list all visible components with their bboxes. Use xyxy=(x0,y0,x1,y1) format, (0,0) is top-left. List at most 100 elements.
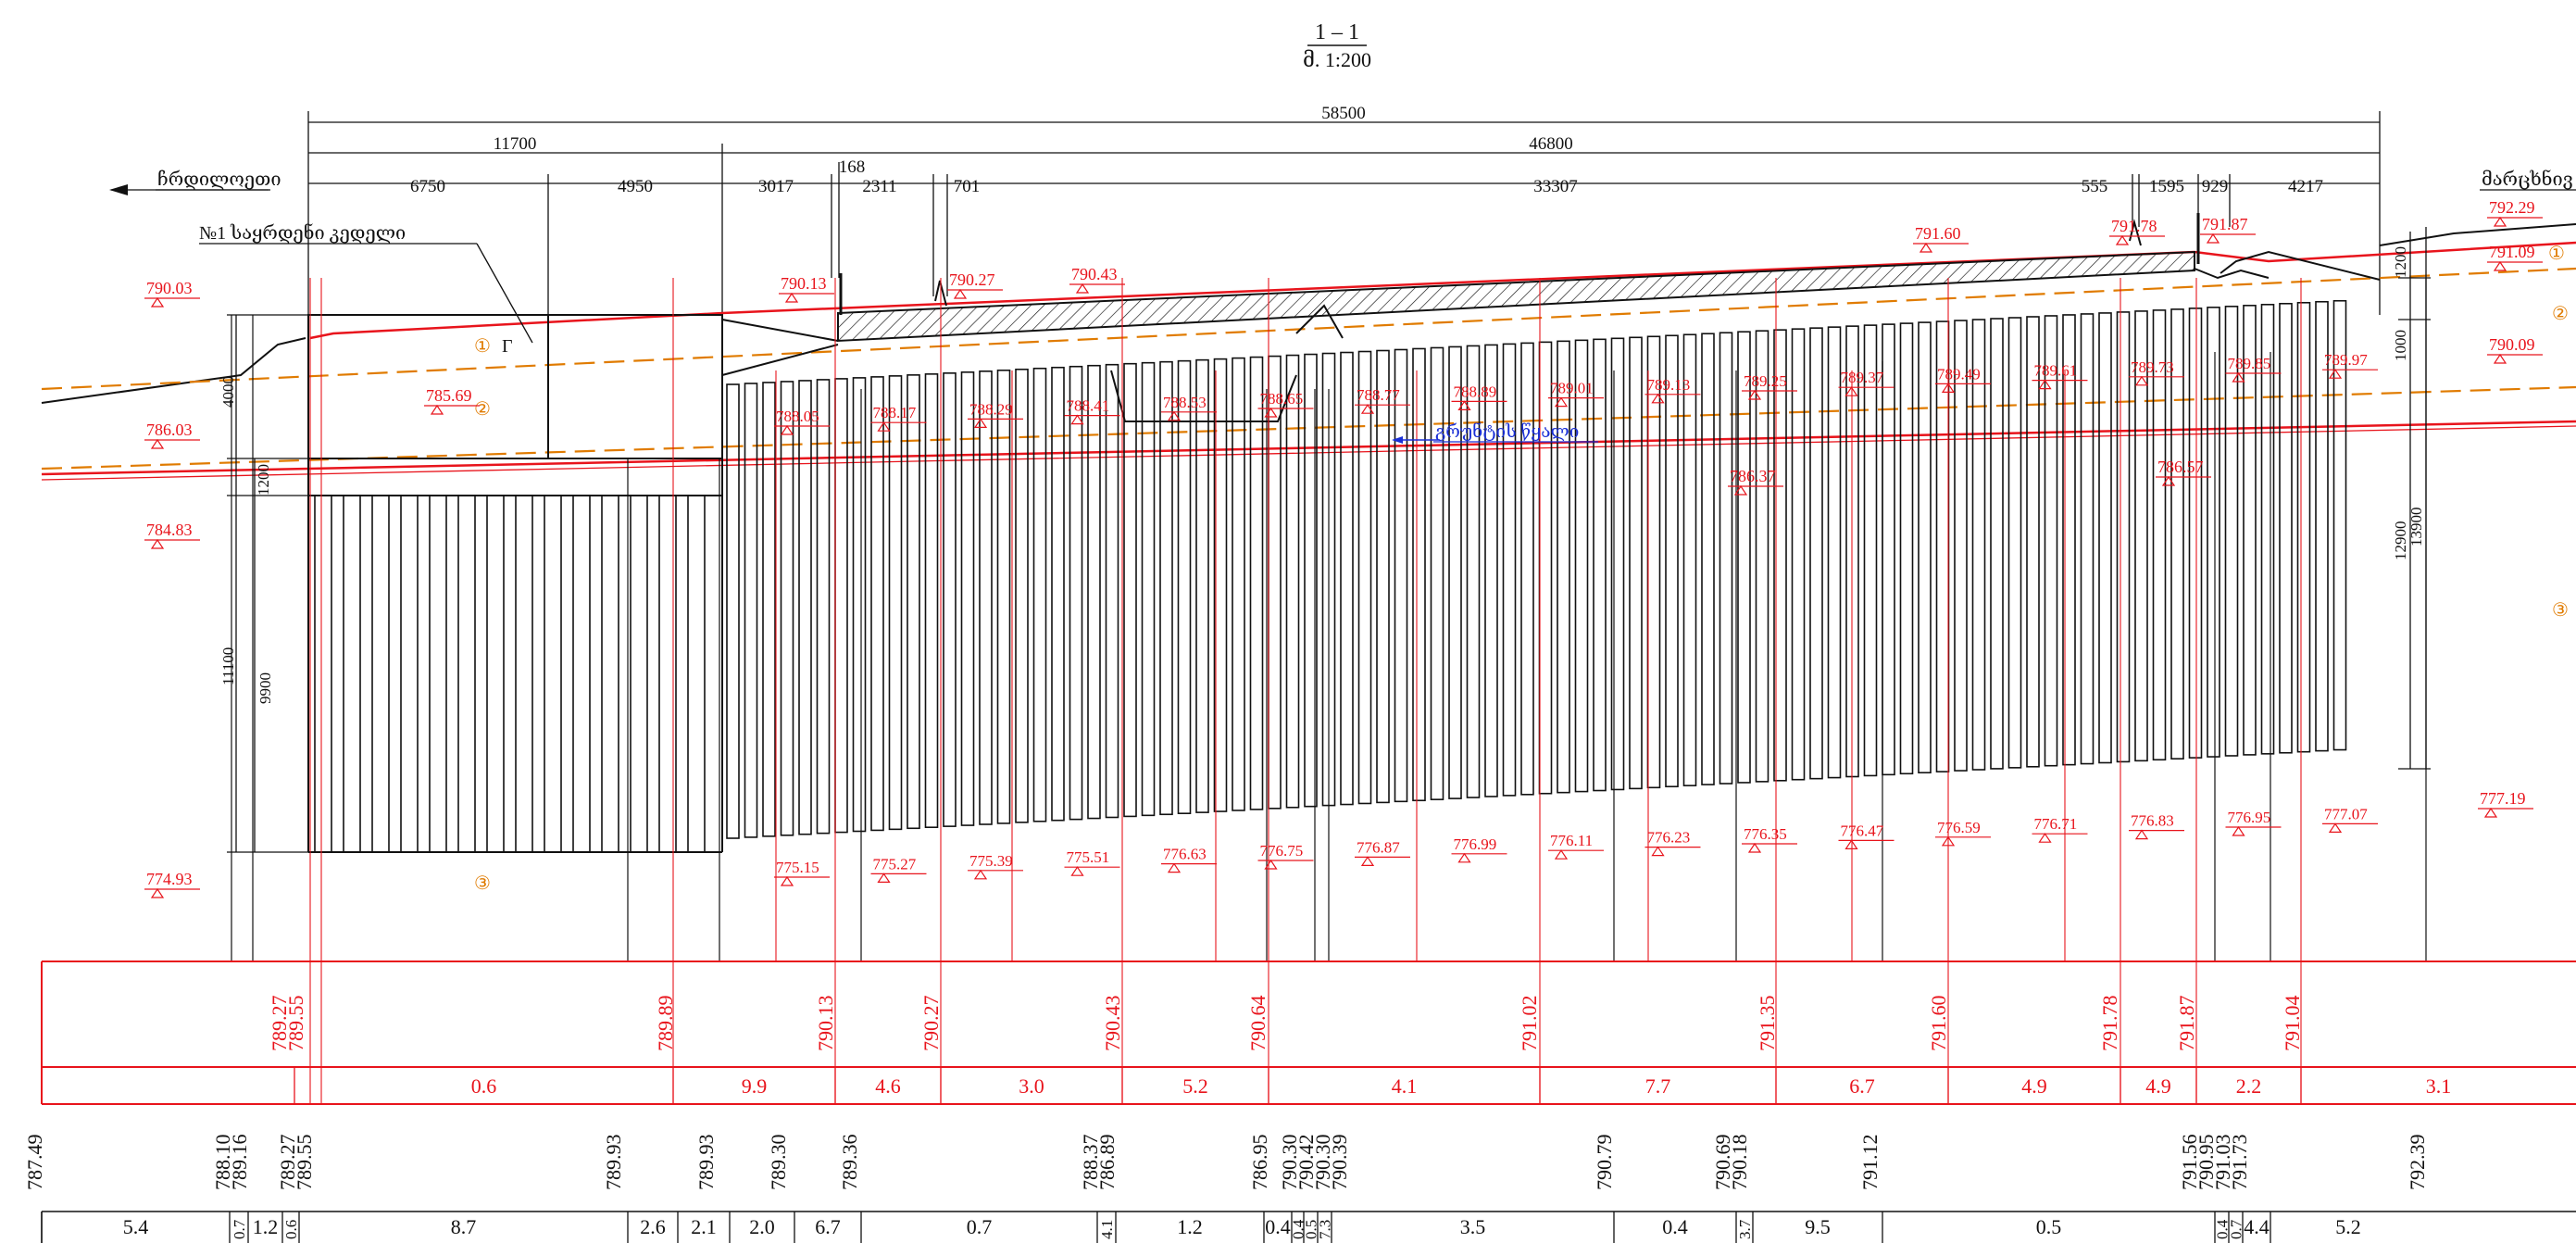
pile xyxy=(1340,351,1354,806)
design-distance: 4.1 xyxy=(1392,1074,1418,1098)
pile xyxy=(1971,319,1986,771)
pile-head-elevation: 788.05 xyxy=(776,408,819,425)
design-distance: 4.9 xyxy=(2145,1074,2171,1098)
pile-head-elevation: 789.61 xyxy=(2034,362,2078,380)
ground-distance: 2.0 xyxy=(749,1215,775,1238)
elevation-mark-icon xyxy=(877,421,891,432)
pile xyxy=(780,381,794,836)
elevation-mark-icon xyxy=(2232,371,2245,383)
ground-distance: 0.6 xyxy=(282,1220,300,1239)
pile xyxy=(343,495,361,853)
pile xyxy=(1682,333,1697,786)
arrow-left-icon xyxy=(109,184,128,195)
pile-head-elevation: 788.17 xyxy=(873,404,917,421)
ground-mark: 789.36 xyxy=(838,1135,861,1191)
elevation-mark-icon xyxy=(1747,842,1762,853)
ground-distance: 2.6 xyxy=(640,1215,666,1238)
pile xyxy=(1593,338,1607,792)
dim-seg: 3017 xyxy=(758,177,794,196)
pile xyxy=(1394,348,1408,803)
pile xyxy=(1105,363,1119,819)
surface-elevation: 790.03 xyxy=(146,279,193,297)
dim-seg: 4950 xyxy=(618,177,653,196)
pile xyxy=(1665,334,1679,788)
pile xyxy=(1376,349,1390,804)
surface-elevation: 791.78 xyxy=(2111,217,2157,235)
dimension-texts: 58500 11700 46800 6750 4950 3017 168 231… xyxy=(410,104,2323,196)
design-mark: 791.04 xyxy=(2281,996,2304,1052)
elevation-mark-icon xyxy=(1360,856,1375,867)
pile-tip-elevation: 776.59 xyxy=(1937,819,1981,836)
dim-seg: 4217 xyxy=(2288,177,2323,196)
elevation-mark-icon xyxy=(150,538,165,549)
dim-right-vertical: 1000 xyxy=(2392,330,2409,361)
design-distance: 0.6 xyxy=(471,1074,497,1098)
elevation-mark-icon xyxy=(1264,859,1278,870)
surface-elevation: 785.69 xyxy=(426,386,472,405)
pile-tip-elevation: 776.83 xyxy=(2131,812,2174,830)
pile xyxy=(996,369,1011,824)
pile xyxy=(2315,300,2329,752)
pile xyxy=(658,495,677,853)
pile xyxy=(1954,320,1968,772)
pile xyxy=(1755,330,1769,783)
pile xyxy=(1827,326,1842,779)
pile-tip-elevation: 775.51 xyxy=(1067,848,1110,866)
ground-distance: 0.7 xyxy=(231,1219,248,1239)
pile xyxy=(1791,328,1806,781)
elevation-mark-icon xyxy=(1844,386,1858,396)
dim-seg: 929 xyxy=(2202,177,2229,196)
drawing-title: 1 – 1 მ. 1:200 xyxy=(1303,20,1371,71)
ground-distance: 0.7 xyxy=(2228,1219,2245,1239)
pile xyxy=(1809,327,1823,780)
dim-seg: 6750 xyxy=(410,177,445,196)
ground-distance: 1.2 xyxy=(1177,1215,1203,1238)
elevation-mark-icon xyxy=(1457,400,1471,410)
pile xyxy=(1520,342,1534,796)
pile xyxy=(1015,368,1029,823)
elevation-mark-icon xyxy=(877,873,891,884)
design-distances-row: 0.6 9.9 4.6 3.0 5.2 4.1 7.7 6.7 4.9 4.9 2.2 3.1 xyxy=(294,1067,2451,1104)
ground-distance: 0.4 xyxy=(2214,1219,2232,1239)
pile-tip-elevation: 776.63 xyxy=(1163,846,1207,863)
elevation-mark-icon xyxy=(1167,410,1182,421)
pile xyxy=(1918,321,1932,774)
pile xyxy=(1285,354,1300,809)
direction-right: მარცხნივ xyxy=(2480,169,2576,191)
elevation-mark-icon xyxy=(2483,807,2498,818)
surface-elevation: 786.57 xyxy=(2157,458,2204,476)
elevation-mark-icon xyxy=(780,424,794,435)
ground-mark: 789.30 xyxy=(767,1135,790,1191)
ground-distance: 5.4 xyxy=(123,1215,149,1238)
ground-distance: 0.4 xyxy=(1662,1215,1688,1238)
pile-head-elevation: 788.77 xyxy=(1357,386,1400,404)
ground-distance: 0.5 xyxy=(1303,1220,1320,1239)
elevation-mark-icon xyxy=(780,875,794,886)
surface-elevation: 786.03 xyxy=(146,421,193,439)
dim-left-span: 11700 xyxy=(494,134,537,154)
ground-mark: 786.89 xyxy=(1095,1135,1119,1191)
elevation-mark-icon xyxy=(150,438,165,449)
ground-distance: 4.1 xyxy=(1098,1220,1116,1239)
pile xyxy=(2170,308,2184,760)
elevation-mark-icon xyxy=(2328,369,2343,379)
soil-type-marker: Г xyxy=(502,336,513,357)
design-distance: 3.1 xyxy=(2426,1074,2452,1098)
pile xyxy=(2134,310,2148,762)
elevation-mark-icon xyxy=(1457,852,1471,863)
dim-seg: 168 xyxy=(839,157,866,177)
elevation-mark-icon xyxy=(2038,379,2052,390)
pile xyxy=(2007,317,2022,769)
surface-elevation: 790.43 xyxy=(1071,265,1118,283)
elevation-mark-icon xyxy=(2232,825,2245,836)
elevation-mark-icon xyxy=(953,288,968,299)
surface-elevations: 790.03 790.13 790.27 790.43 791.60 791.78 791.… xyxy=(144,198,2543,898)
pile xyxy=(371,495,390,853)
surface-elevation: 791.09 xyxy=(2489,243,2535,261)
design-mark: 791.02 xyxy=(1518,996,1541,1052)
scale-label: მ. 1:200 xyxy=(1303,48,1371,71)
design-distance: 5.2 xyxy=(1182,1074,1208,1098)
pile xyxy=(2080,313,2095,765)
pile xyxy=(1357,350,1372,805)
